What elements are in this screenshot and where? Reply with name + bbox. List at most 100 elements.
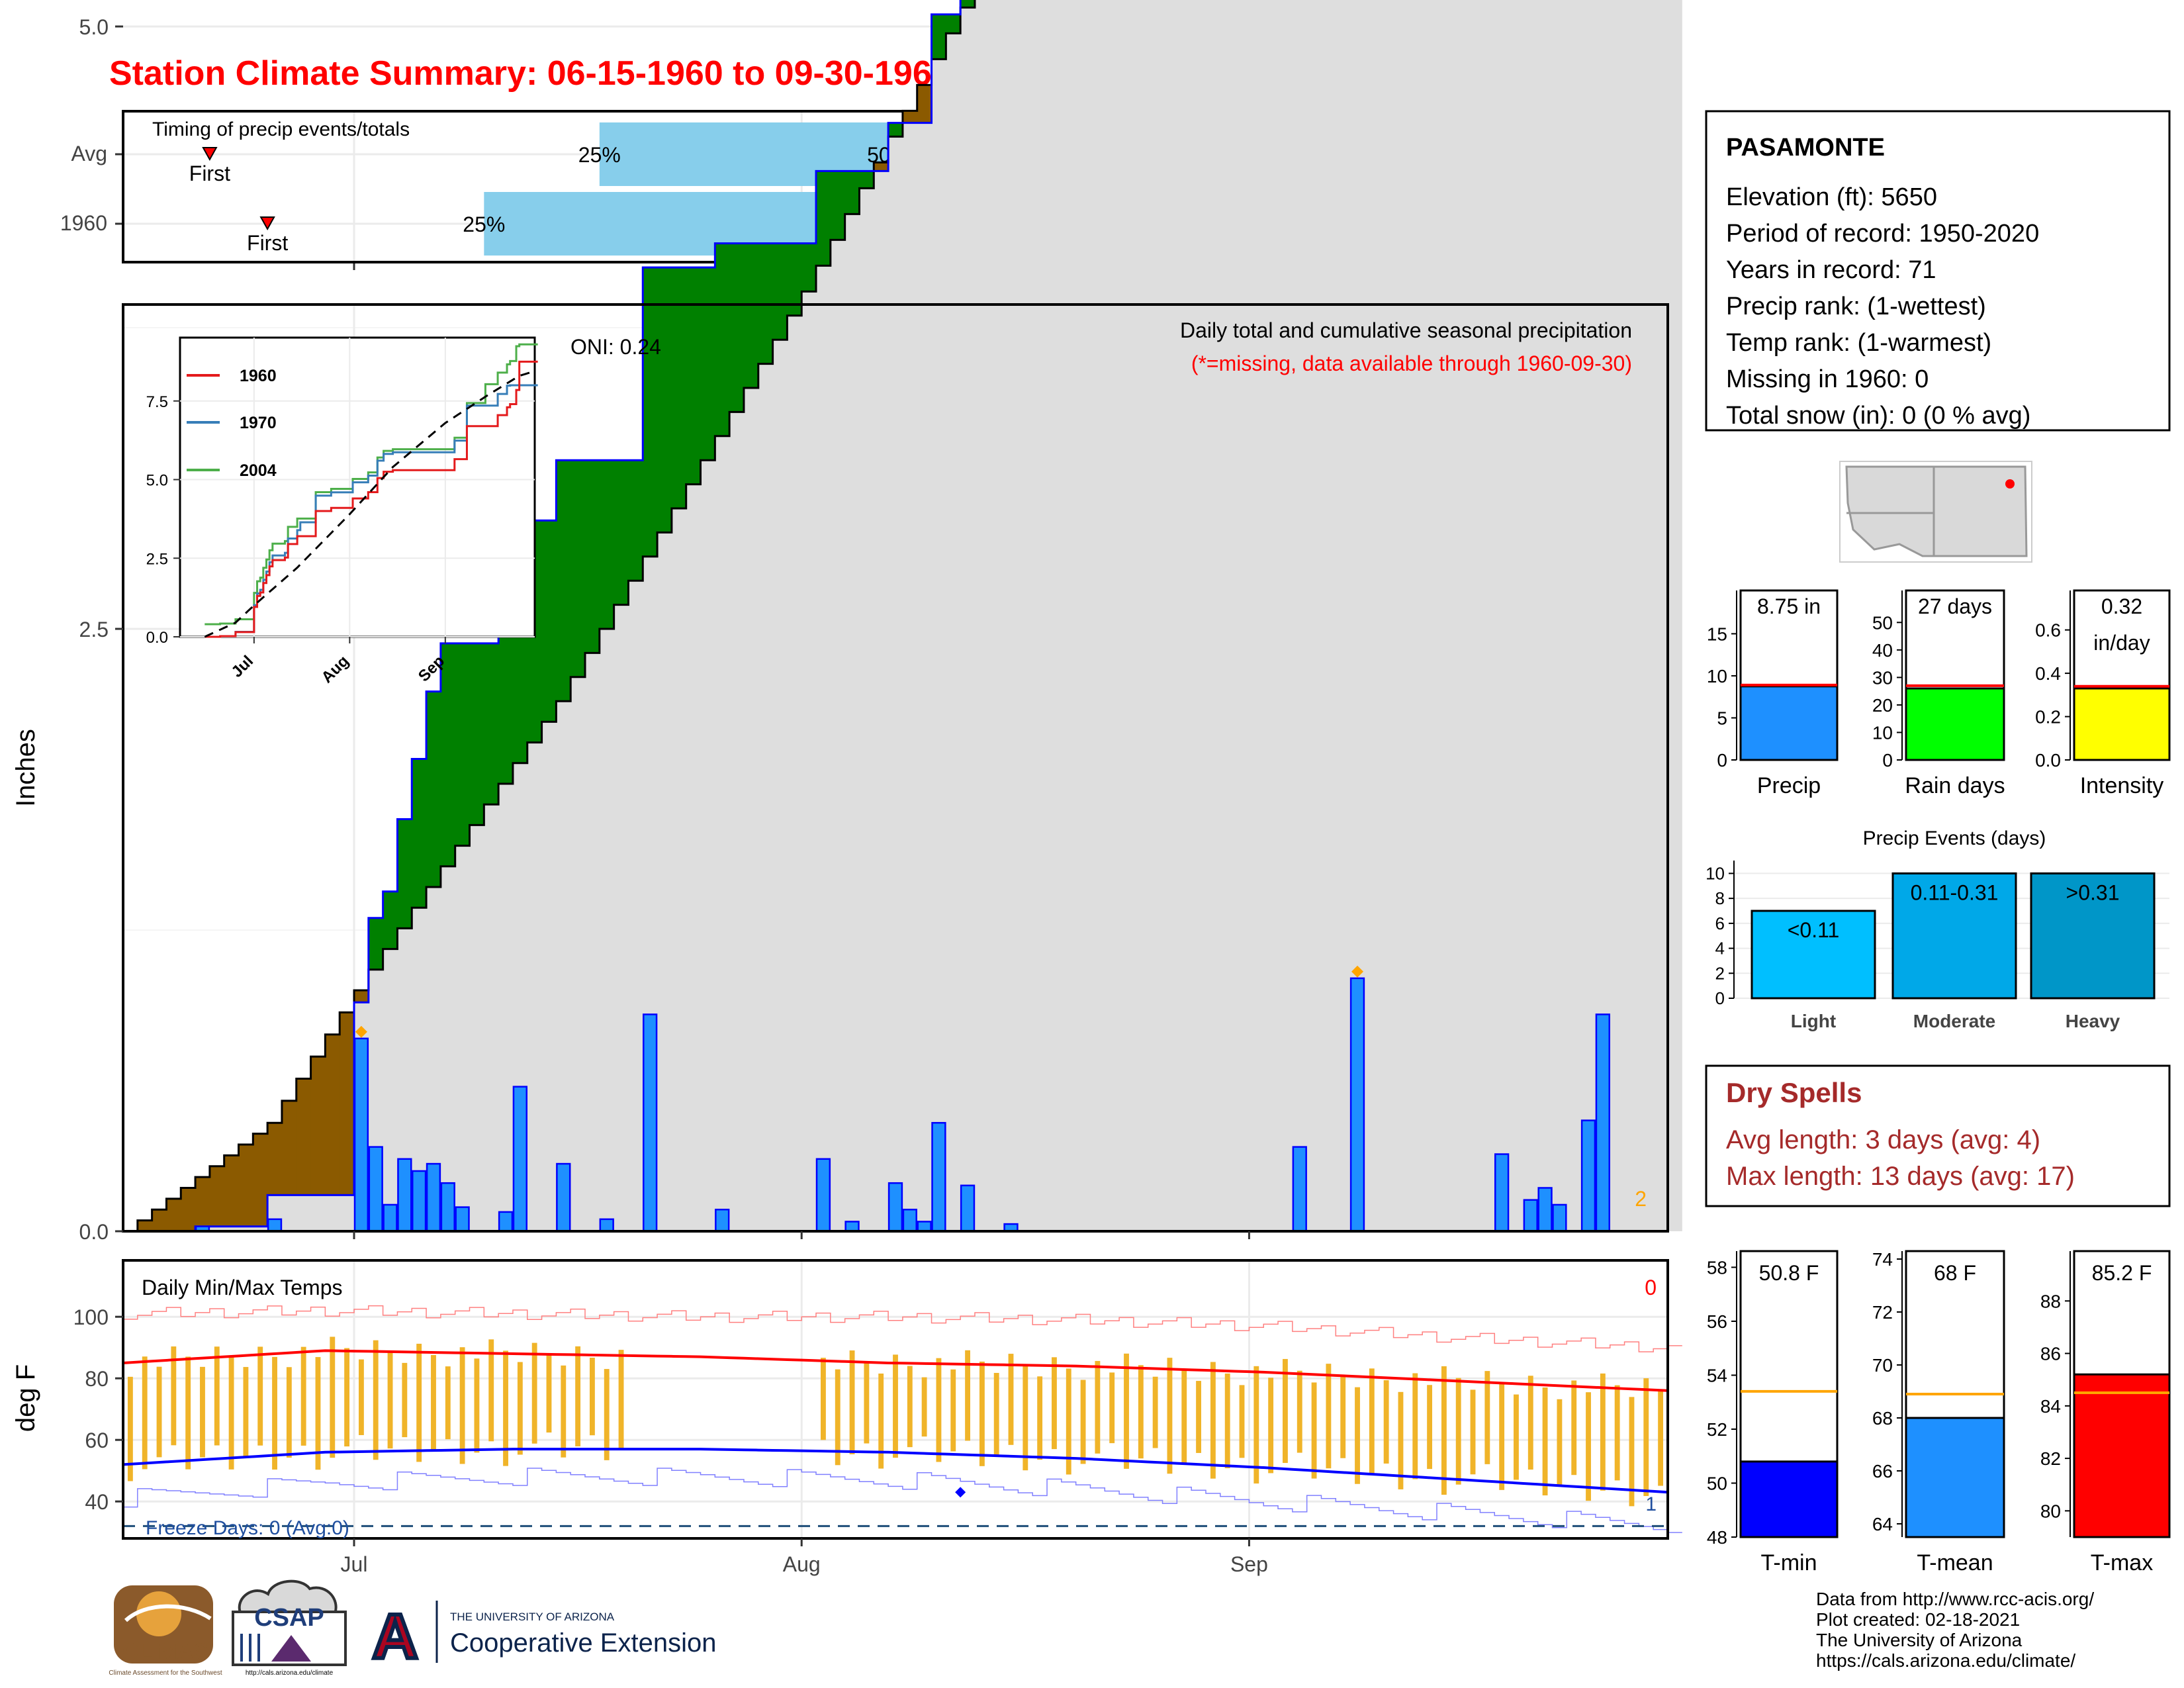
daily-temp-bar <box>1643 1378 1649 1496</box>
below-average-area <box>238 1144 253 1227</box>
daily-temp-bar <box>214 1346 220 1446</box>
below-average-area <box>137 1220 153 1231</box>
station-name: PASAMONTE <box>1726 134 1885 162</box>
daily-temp-bar <box>1066 1368 1071 1475</box>
precip-frame <box>122 303 1669 1233</box>
state-outline <box>1845 465 2028 557</box>
daily-temp-bar <box>474 1358 480 1453</box>
daily-temp-bar <box>1268 1378 1274 1474</box>
mini-bar-value <box>1905 687 2005 761</box>
temp-summary-tick-label: 72 <box>1872 1302 1893 1323</box>
above-average-area <box>960 0 976 8</box>
daily-temp-bar <box>907 1366 913 1448</box>
daily-temp-bar <box>243 1367 249 1458</box>
timing-marker-icon <box>202 147 218 162</box>
daily-temp-bar <box>344 1348 350 1447</box>
daily-temp-bar <box>1383 1380 1389 1464</box>
ua-a-icon: A <box>372 1601 418 1672</box>
daily-temp-bar <box>878 1373 884 1469</box>
below-average-area <box>195 1177 210 1227</box>
daily-precip-bar <box>1494 1153 1510 1233</box>
inset-legend-1970: 1970 <box>240 414 277 432</box>
daily-temp-bar <box>1470 1389 1476 1475</box>
events-tick-label: 6 <box>1715 914 1725 933</box>
daily-temp-bar <box>1181 1369 1187 1464</box>
daily-temp-bar <box>1052 1357 1057 1450</box>
climas-wordmark: CLIMAS <box>122 1639 208 1664</box>
daily-temp-bar <box>1629 1397 1635 1507</box>
daily-temp-bar <box>1196 1381 1202 1453</box>
temp-summary-bar <box>2073 1373 2171 1538</box>
inset-y-tick-label: 0.0 <box>146 629 168 647</box>
y-tick-label: 100 <box>73 1305 109 1329</box>
mini-tick-label: 0 <box>1717 750 1727 771</box>
footer-credits: Data from http://www.rcc-acis.org/ Plot … <box>1816 1589 2094 1671</box>
daily-temp-bar <box>300 1346 306 1446</box>
climas-subtitle: Climate Assessment for the Southwest <box>109 1669 222 1677</box>
y-tick-label: 60 <box>85 1429 109 1452</box>
daily-temp-bar <box>1455 1378 1461 1485</box>
temp-summary-tick-label: 70 <box>1872 1355 1893 1376</box>
station-info-line: Total snow (in): 0 (0 % avg) <box>1726 402 2030 430</box>
above-average-area <box>412 759 427 908</box>
precip-caption-missing: (*=missing, data available through 1960-… <box>1191 352 1632 375</box>
daily-temp-bar <box>1586 1392 1591 1501</box>
events-tick-label: 0 <box>1715 988 1725 1008</box>
daily-temp-bar <box>604 1369 610 1460</box>
daily-temp-bar <box>1614 1385 1620 1481</box>
daily-precip-bar <box>1537 1187 1553 1233</box>
daily-temp-bar <box>849 1350 855 1454</box>
temp-summary-tick-label: 68 <box>1872 1408 1893 1429</box>
csap-cloud-icon <box>238 1579 338 1617</box>
csap-url: http://cals.arizona.edu/climate <box>246 1669 334 1677</box>
daily-temp-bar <box>185 1356 191 1470</box>
daily-precip-bar <box>368 1146 383 1233</box>
events-bar <box>1891 872 2017 1000</box>
mini-tick-label: 0.0 <box>2035 750 2061 771</box>
above-average-area <box>700 267 715 461</box>
mini-bar-value-label: 27 days <box>1918 594 1992 618</box>
above-average-area <box>931 14 946 60</box>
y-tick-label: 0.0 <box>79 1220 109 1244</box>
daily-temp-bar <box>1167 1358 1173 1474</box>
below-average-area <box>340 1012 355 1196</box>
above-average-area <box>743 243 759 388</box>
events-chart: Precip Events (days) 0 2 4 6 8 10 <0.11 Light 0.… <box>1706 827 2169 1031</box>
mini-tick-label: 15 <box>1707 624 1727 644</box>
daily-temp-bar <box>200 1366 205 1458</box>
daily-temp-bar <box>459 1347 465 1464</box>
above-average-area <box>671 267 687 508</box>
below-average-area <box>296 1078 312 1196</box>
footer-line: Plot created: 02-18-2021 <box>1816 1609 2020 1630</box>
freeze-count: 1 <box>1645 1493 1657 1515</box>
daily-temp-bar <box>589 1357 595 1436</box>
daily-temp-bar <box>330 1336 336 1458</box>
below-average-area <box>325 1034 340 1196</box>
events-bar-label: 0.11-0.31 <box>1911 880 1999 904</box>
daily-precip-bar <box>412 1170 427 1233</box>
below-average-area <box>253 1133 268 1227</box>
above-average-area <box>455 643 471 846</box>
daily-temp-bar <box>1253 1366 1259 1484</box>
above-average-area <box>859 171 874 189</box>
events-bar-name: Heavy <box>2066 1011 2120 1031</box>
above-average-area <box>426 691 441 887</box>
events-bar <box>2030 872 2156 1000</box>
temp-summary-tick-label: 80 <box>2040 1501 2061 1521</box>
dry-spells-box: Dry Spells Avg length: 3 days (avg: 4) M… <box>1705 1064 2171 1207</box>
avg-max-line <box>122 1349 1668 1392</box>
above-average-area <box>816 171 831 266</box>
above-average-area <box>585 460 600 653</box>
station-info-line: Elevation (ft): 5650 <box>1726 183 1937 211</box>
daily-precip-bar <box>931 1121 946 1233</box>
daily-temp-bar <box>979 1361 985 1466</box>
station-info-line: Period of record: 1950-2020 <box>1726 220 2039 248</box>
mini-bar-value-unit: in/day <box>2093 631 2150 655</box>
above-average-area <box>614 460 629 605</box>
daily-temp-bar <box>1542 1387 1548 1496</box>
temp-summary-tick-label: 56 <box>1707 1311 1727 1332</box>
daily-temp-bar <box>1571 1380 1577 1476</box>
precip-panel: 0.0 2.5 5.0 7.5 Inches ONI: 0.24 Daily tota… <box>11 0 1682 1244</box>
daily-temp-bar <box>575 1346 581 1446</box>
above-average-area <box>801 243 817 292</box>
